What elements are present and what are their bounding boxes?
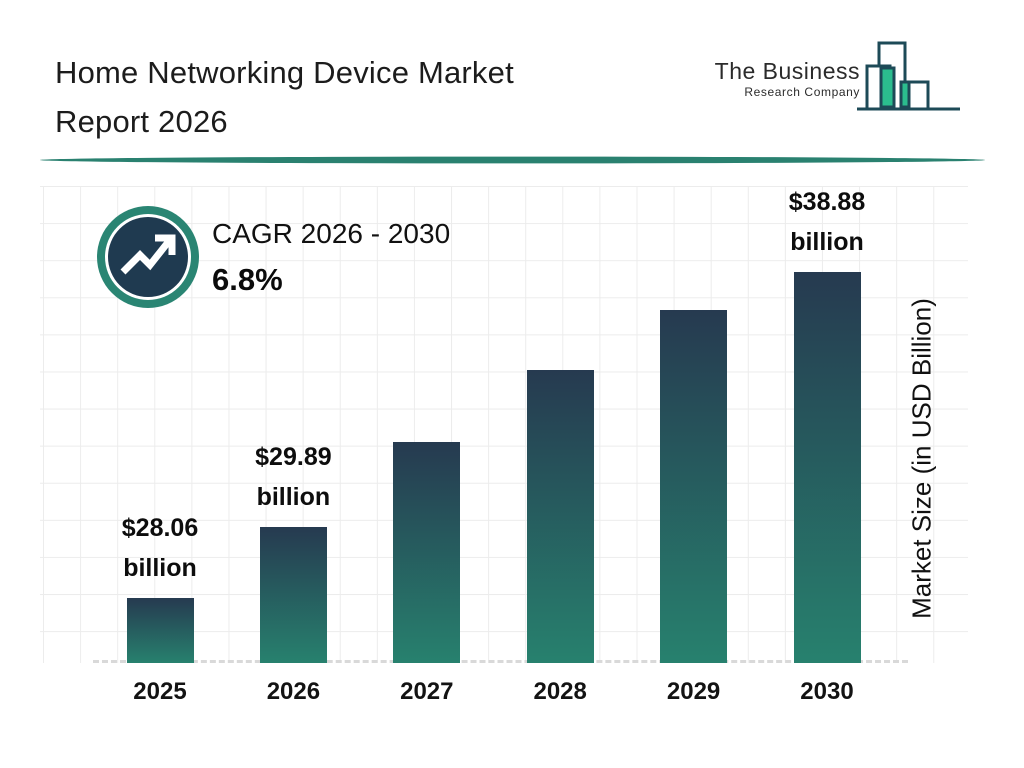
value-label-line: $38.88 [788,188,866,216]
cagr-period-label: CAGR 2026 - 2030 [212,218,451,249]
x-tick-2026: 2026 [266,678,321,705]
x-tick-2029: 2029 [666,678,721,705]
logo-bar-chart-icon [857,41,960,111]
bar-2027 [393,442,461,663]
bar-2030 [793,272,861,663]
cagr-value: 6.8% [212,262,283,297]
logo-company-name: The Business [714,58,860,84]
bar-2028 [526,370,594,663]
x-tick-2027: 2027 [400,678,454,705]
x-tick-2030: 2030 [800,678,854,705]
header-divider [40,156,985,164]
logo-company-subtitle: Research Company [744,85,860,99]
report-title-line2: Report 2026 [55,104,228,139]
y-axis-label: Market Size (in USD Billion) [906,298,937,619]
value-label-2026: $29.89 billion [183,437,403,517]
x-tick-2028: 2028 [533,678,587,705]
value-label-line: billion [256,483,331,511]
chart-baseline-dashed [93,660,908,663]
bar-2029 [660,310,728,663]
report-title: Home Networking Device Market Report 202… [55,48,514,146]
value-label-line: billion [790,228,864,256]
bar-2025 [126,598,194,663]
value-label-2025: $28.06 billion [50,508,270,588]
value-label-2030: $38.88 billion [717,182,937,262]
x-tick-2025: 2025 [133,678,187,705]
value-label-line: billion [123,554,197,582]
value-label-line: $29.89 [255,443,332,471]
bar-2026 [259,527,327,663]
report-title-line1: Home Networking Device Market [55,55,514,90]
value-label-line: $28.06 [121,514,199,542]
trending-up-arrow-icon [97,206,199,308]
